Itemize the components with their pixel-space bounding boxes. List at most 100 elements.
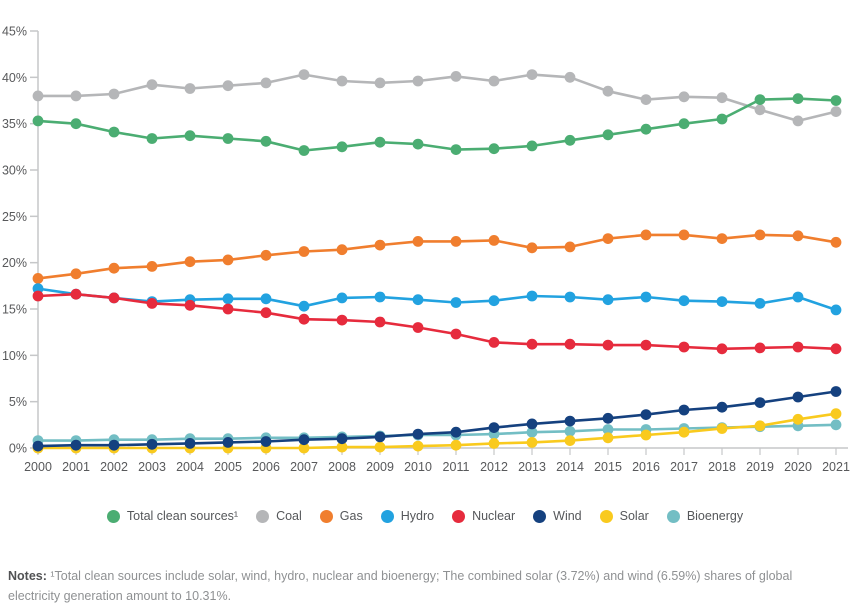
- data-point: [146, 261, 158, 272]
- series-line: [37, 292, 837, 351]
- data-point: [678, 341, 690, 353]
- x-axis-tick-label: 2013: [518, 460, 546, 474]
- data-point: [564, 338, 576, 350]
- data-point: [640, 291, 652, 303]
- series-nuclear: [32, 288, 842, 355]
- legend-label: Wind: [553, 509, 582, 523]
- x-axis-tick-label: 2000: [24, 460, 52, 474]
- series-line: [37, 390, 837, 448]
- data-point: [602, 233, 614, 245]
- data-point: [32, 290, 44, 302]
- data-point: [488, 143, 500, 155]
- data-point: [526, 69, 538, 80]
- data-point: [32, 283, 44, 294]
- data-point: [602, 424, 614, 435]
- data-point: [374, 77, 386, 89]
- data-point: [336, 244, 348, 256]
- data-point: [526, 437, 538, 448]
- data-point: [184, 256, 196, 268]
- y-axis-tick-label: 45%: [2, 25, 27, 39]
- data-point: [260, 307, 272, 319]
- data-point: [564, 71, 576, 83]
- data-point: [716, 233, 728, 245]
- data-point: [32, 90, 44, 102]
- data-point: [412, 428, 424, 440]
- y-axis-tick-label: 15%: [2, 303, 27, 317]
- data-point: [336, 314, 348, 326]
- legend-item-wind: Wind: [533, 509, 582, 523]
- data-point: [336, 75, 348, 87]
- series-line: [38, 423, 837, 442]
- data-point: [564, 415, 576, 427]
- legend-color-dot-icon: [599, 509, 613, 523]
- legend-color-dot-icon: [319, 509, 333, 523]
- data-point: [70, 268, 82, 280]
- data-point: [374, 316, 386, 328]
- legend-label: Bioenergy: [686, 509, 744, 523]
- data-point: [412, 236, 424, 247]
- data-point: [374, 136, 386, 148]
- data-point: [260, 293, 272, 305]
- legend-label: Gas: [339, 509, 363, 523]
- data-point: [602, 339, 614, 351]
- data-point: [754, 298, 766, 309]
- y-axis-tick-label: 20%: [2, 256, 27, 270]
- data-point: [716, 343, 728, 355]
- y-axis-tick-label: 40%: [2, 71, 27, 85]
- series-gas: [32, 229, 842, 284]
- data-point: [716, 113, 728, 125]
- data-point: [336, 292, 348, 304]
- data-point: [830, 408, 842, 420]
- data-point: [298, 442, 310, 454]
- series-line: [37, 97, 837, 152]
- chart-notes: Notes: ¹Total clean sources include sola…: [8, 567, 842, 607]
- data-point: [830, 343, 842, 355]
- data-point: [222, 80, 234, 92]
- data-point: [184, 83, 196, 94]
- data-point: [830, 419, 842, 431]
- data-point: [450, 71, 462, 82]
- data-point: [678, 295, 690, 307]
- data-point: [450, 236, 462, 247]
- series-coal: [32, 69, 842, 127]
- data-point: [640, 229, 652, 241]
- data-point: [640, 409, 652, 420]
- series-line: [37, 233, 837, 280]
- data-point: [336, 433, 348, 445]
- legend-item-hydro: Hydro: [380, 509, 434, 523]
- data-point: [222, 303, 234, 315]
- data-point: [32, 115, 44, 127]
- data-point: [716, 401, 728, 413]
- data-point: [678, 118, 690, 130]
- data-point: [830, 95, 842, 106]
- data-point: [146, 133, 158, 144]
- data-point: [298, 434, 310, 446]
- series-line: [38, 412, 837, 450]
- data-point: [488, 295, 500, 307]
- data-point: [298, 300, 310, 312]
- data-point: [450, 426, 462, 438]
- legend-color-dot-icon: [452, 509, 466, 523]
- x-axis-tick-label: 2007: [290, 460, 318, 474]
- data-point: [374, 441, 386, 453]
- data-point: [184, 438, 196, 449]
- data-point: [222, 254, 234, 266]
- data-point: [792, 291, 804, 303]
- data-point: [716, 92, 728, 104]
- legend-color-dot-icon: [106, 509, 120, 523]
- x-axis-tick-label: 2008: [328, 460, 356, 474]
- data-point: [336, 441, 348, 453]
- data-point: [146, 298, 158, 309]
- data-point: [450, 297, 462, 308]
- data-point: [602, 412, 614, 424]
- x-axis-tick-label: 2009: [366, 460, 394, 474]
- data-point: [830, 106, 842, 117]
- data-point: [108, 126, 120, 138]
- legend-item-total-clean-sources: Total clean sources¹: [106, 509, 238, 523]
- x-axis-tick-label: 2001: [62, 460, 90, 474]
- data-point: [640, 123, 652, 135]
- data-point: [754, 229, 766, 241]
- data-point: [298, 246, 310, 257]
- data-point: [564, 425, 576, 437]
- data-point: [716, 296, 728, 307]
